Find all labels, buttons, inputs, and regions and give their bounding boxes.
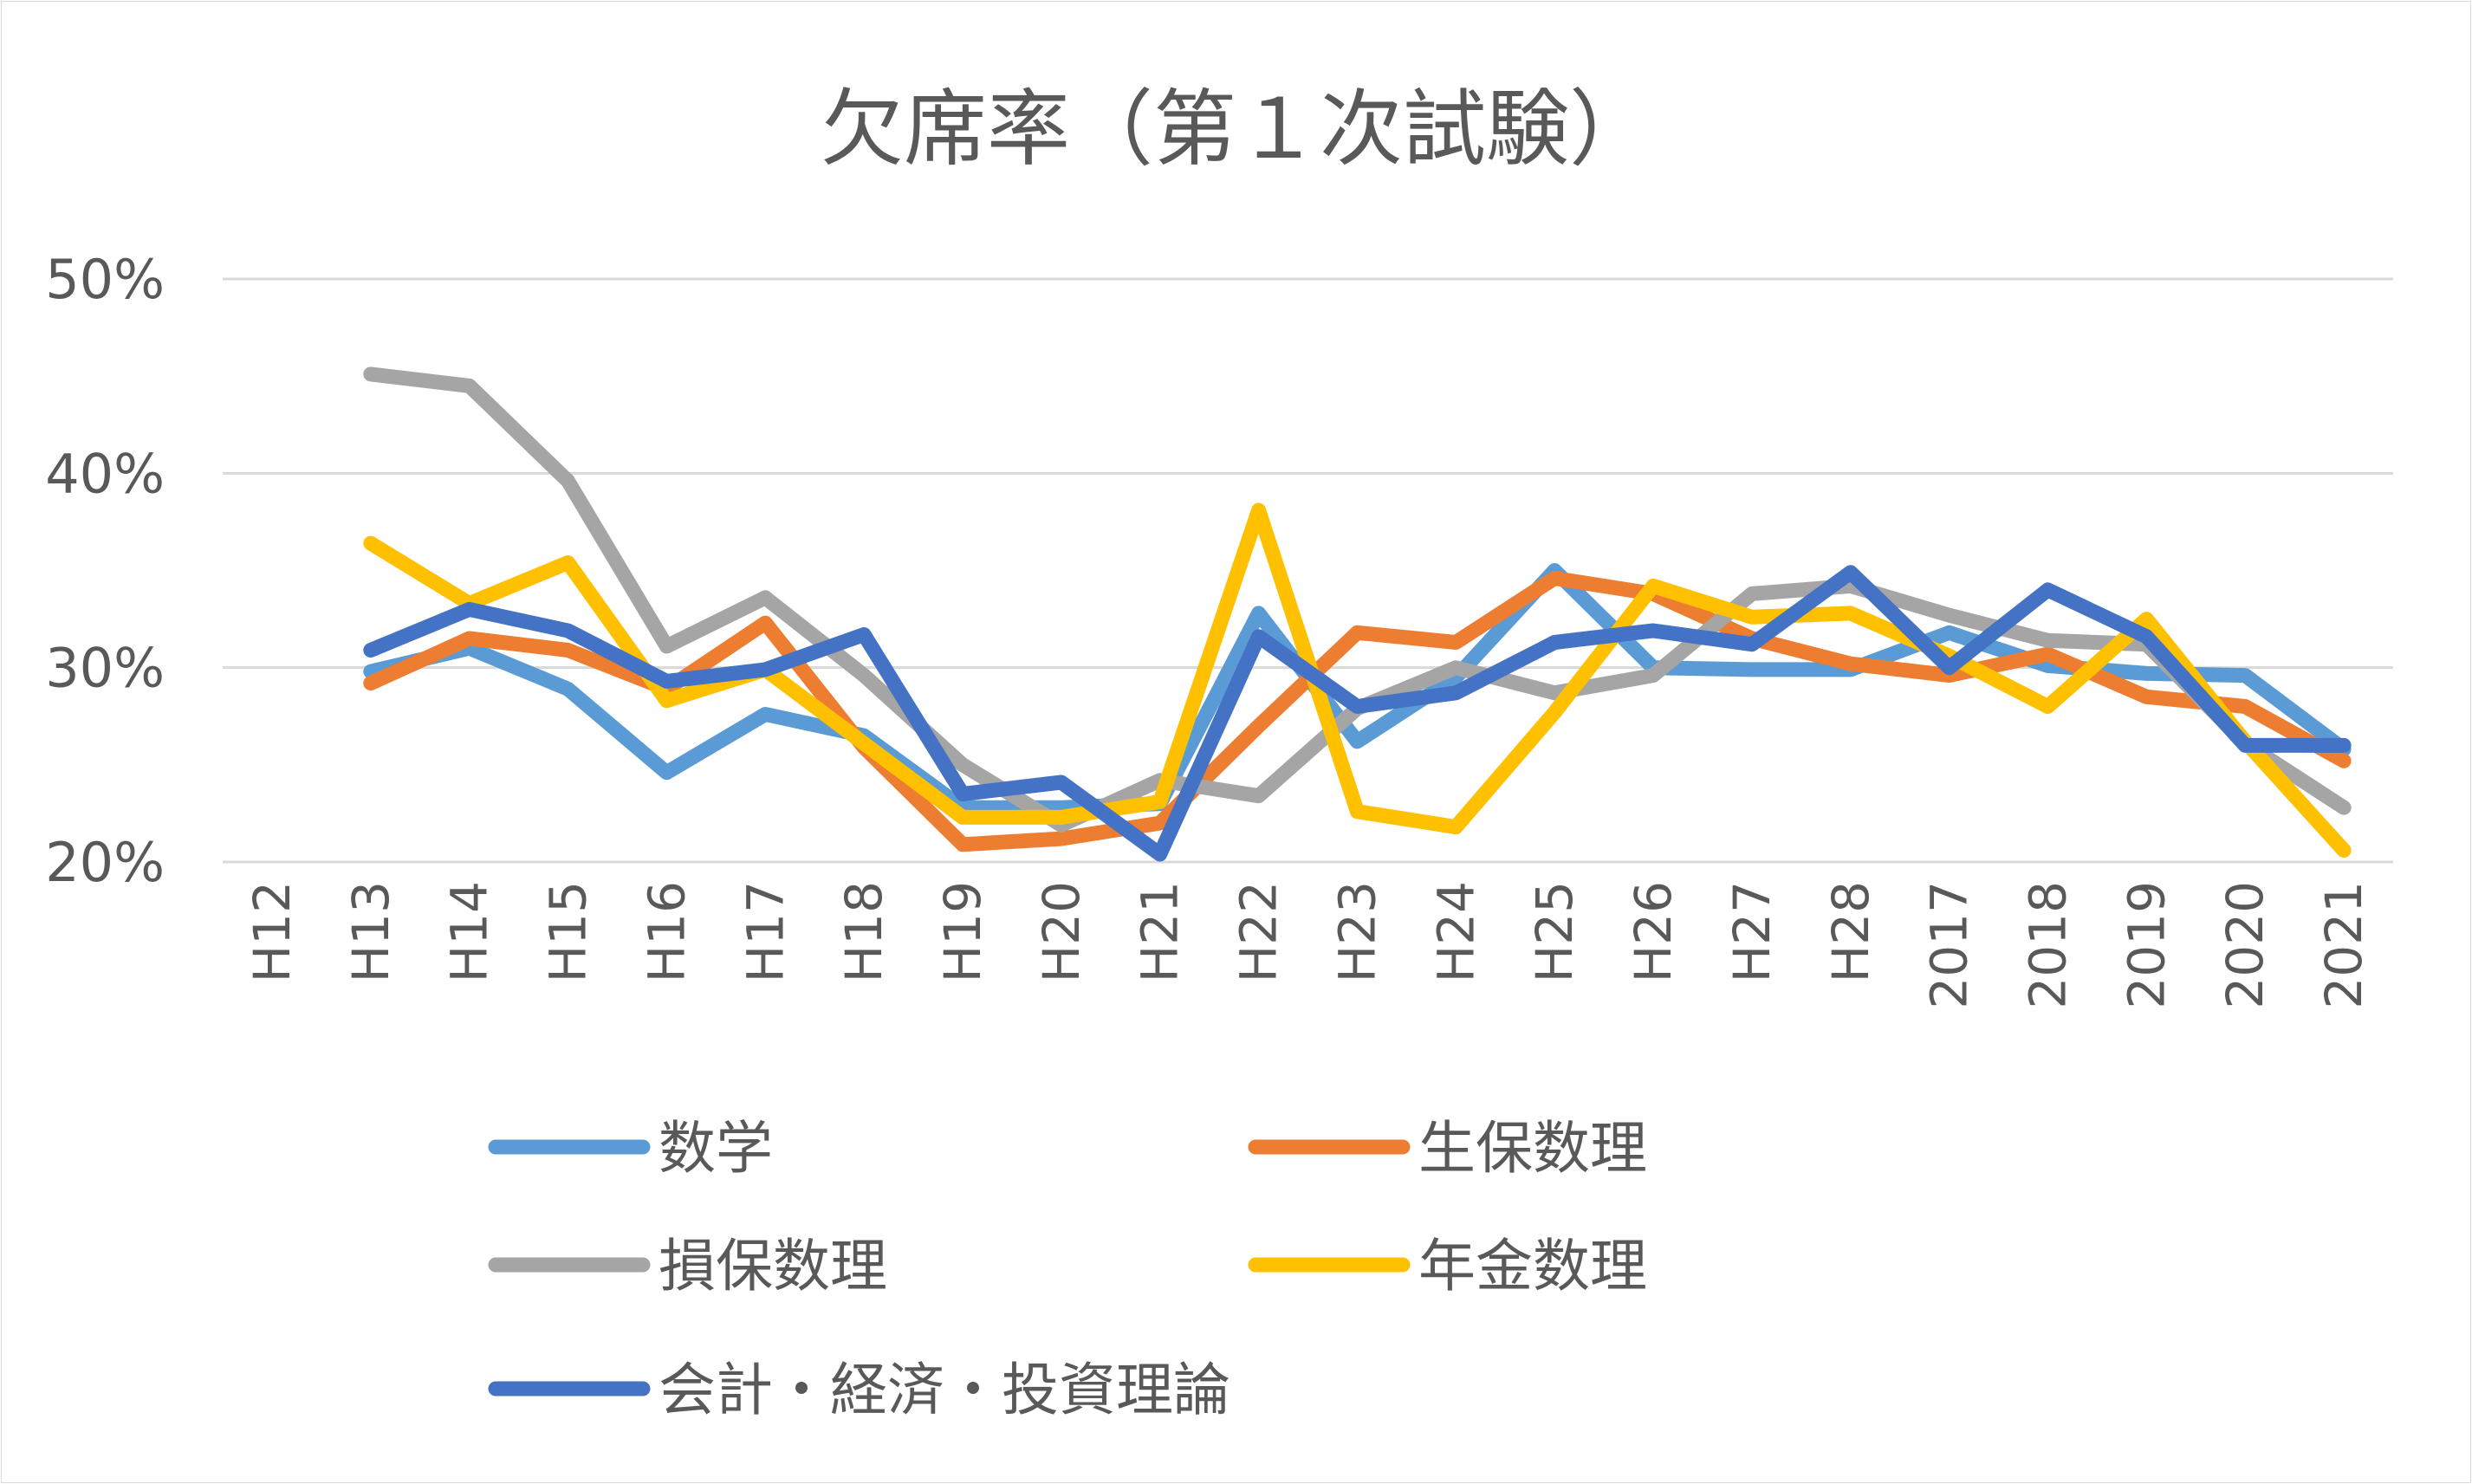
legend-label: 数学: [659, 1115, 773, 1182]
series-line: [363, 502, 2352, 858]
series-line: [363, 565, 2352, 862]
x-tick-label: H16: [637, 881, 696, 982]
legend-label: 損保数理: [659, 1233, 887, 1299]
x-tick-label: 2019: [2117, 881, 2176, 1009]
x-tick-label: H14: [440, 881, 499, 982]
y-tick-label: 50%: [45, 248, 165, 311]
legend-label: 生保数理: [1418, 1115, 1647, 1182]
x-tick-label: 2018: [2018, 881, 2077, 1009]
x-tick-label: 2020: [2216, 881, 2274, 1009]
series-line: [363, 571, 2352, 852]
legend-label: 年金数理: [1418, 1233, 1647, 1299]
x-tick-label: H24: [1426, 881, 1485, 982]
x-tick-label: H12: [243, 881, 302, 982]
series-lines: [363, 366, 2352, 862]
x-tick-label: H18: [834, 881, 893, 982]
x-tick-label: 2017: [1920, 881, 1979, 1009]
x-tick-label: H17: [736, 881, 795, 982]
x-tick-label: H26: [1624, 881, 1683, 982]
x-tick-label: H15: [539, 881, 598, 982]
x-tick-label: H27: [1723, 881, 1781, 982]
x-tick-label: H21: [1131, 881, 1190, 982]
x-tick-label: H19: [933, 881, 992, 982]
chart-title: 欠席率（第１次試験）: [821, 81, 1652, 178]
x-axis-ticks: H12 H13 H14 H15 H16 H17 H18 H19 H20 H21 H22 H23 H24 H…: [243, 881, 2373, 1009]
x-tick-label: H23: [1327, 881, 1386, 982]
legend-label: 会計・経済・投資理論: [659, 1357, 1230, 1423]
y-tick-label: 20%: [45, 831, 165, 894]
y-axis-ticks: 20% 30% 40% 50%: [45, 248, 165, 894]
x-tick-label: 2021: [2314, 881, 2373, 1009]
x-tick-label: H28: [1821, 881, 1880, 982]
y-tick-label: 40%: [45, 442, 165, 505]
x-tick-label: H25: [1525, 881, 1584, 982]
x-tick-label: H20: [1032, 881, 1091, 982]
x-tick-label: H22: [1230, 881, 1288, 982]
x-tick-label: H13: [341, 881, 400, 982]
y-tick-label: 30%: [45, 637, 165, 700]
series-line: [363, 366, 2352, 833]
